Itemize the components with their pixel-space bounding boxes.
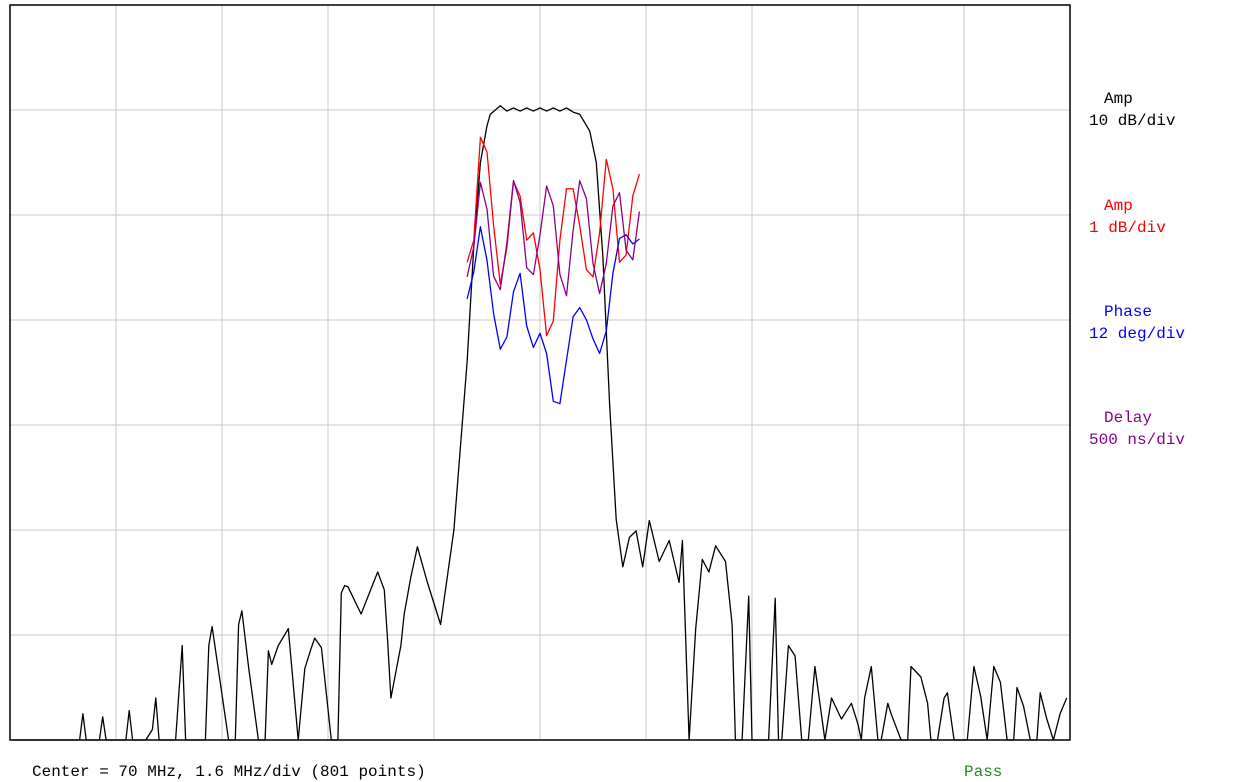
scale-label-amp: Amp 10 dB/div [1089,88,1175,132]
status-pass: Pass [964,763,1003,781]
scale-unit: 1 dB/div [1089,219,1166,237]
scale-label-phase: Phase 12 deg/div [1089,301,1185,345]
scale-name: Amp [1104,197,1133,215]
plot-frame [9,4,1071,741]
grid [10,5,1070,740]
phase-trace [466,226,640,405]
scale-name: Phase [1104,303,1153,321]
amp-1db-trace [466,136,641,337]
scale-unit: 12 deg/div [1089,325,1186,343]
scale-name: Amp [1104,90,1133,108]
scale-label-amp: Amp 1 dB/div [1089,195,1166,239]
scale-name: Delay [1104,409,1153,427]
scale-label-delay: Delay 500 ns/div [1089,407,1185,451]
scale-unit: 10 dB/div [1089,112,1176,130]
scale-unit: 500 ns/div [1089,431,1186,449]
footer-center-info: Center = 70 MHz, 1.6 MHz/div (801 points… [32,763,426,781]
delay-trace [466,179,641,297]
